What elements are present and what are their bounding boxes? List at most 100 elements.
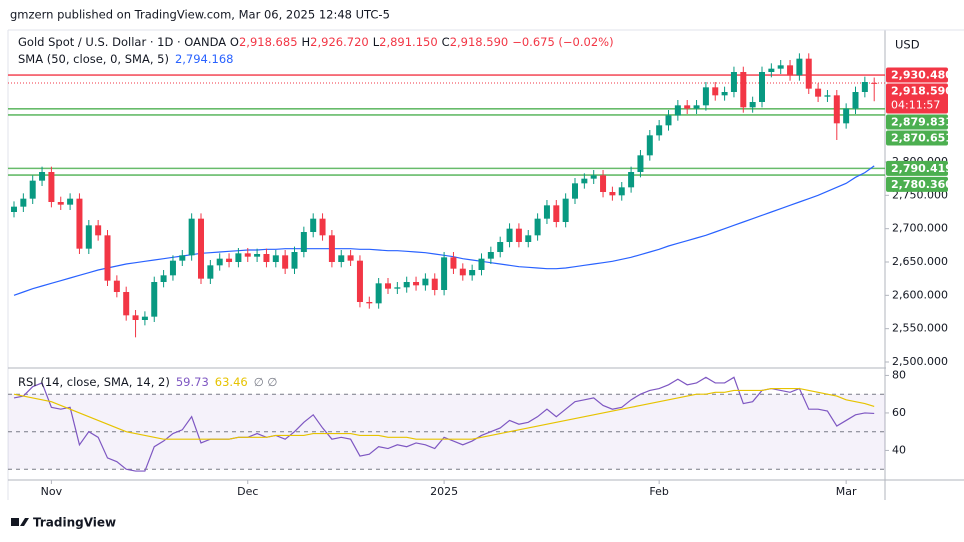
candle-body [216,258,223,266]
candle-body [310,218,317,232]
candle-body [141,316,148,320]
levels [8,74,885,176]
candle-body [497,242,504,252]
candle-body [609,192,616,196]
candle-body [861,82,868,92]
ohlc-value: 2,918.685 [239,35,298,49]
candle-body [712,87,719,96]
level-label-bg [886,67,948,83]
sma-name: SMA (50, close, 0, SMA, 5) [18,52,169,66]
candle-body [852,92,859,109]
ohlc-value: 2,891.150 [379,35,438,49]
candle-body [11,206,17,212]
candle-body [590,175,597,179]
candle-body [637,155,644,172]
level-label: 2,870.651 [891,132,953,145]
candle-body [618,187,625,196]
candle-body [796,58,803,76]
candle-body [319,218,326,236]
rsi-extra: ∅ ∅ [254,375,278,389]
candle-body [254,254,261,257]
candle-body [244,253,251,257]
y-tick-label: 2,600.000 [892,288,948,301]
candle-body [553,205,560,222]
brand: TradingView [11,516,116,530]
level-label: 2,879.831 [891,116,953,129]
sma-value: 2,794.168 [175,52,234,66]
candle-body [104,235,111,281]
x-tick-label: Feb [649,485,668,498]
candle-body [347,255,354,261]
rsi-sma-line [13,387,875,440]
candle-body [646,135,653,156]
candle-body [413,282,420,286]
candle-body [805,58,812,89]
candle-body [235,253,242,262]
currency: USD [895,38,920,52]
ohlc-key: L [373,35,380,49]
rsi-line [13,376,875,472]
candle-body [85,225,92,249]
level-label: 2,930.480 [891,69,953,82]
candle-body [179,255,186,261]
candle-body [572,183,578,199]
brand-name: TradingView [33,516,116,530]
candle-body [356,260,363,302]
candle-body [160,275,167,282]
y-tick-label: 2,700.000 [892,222,948,235]
candle-body [730,72,737,92]
symbol-legend: Gold Spot / U.S. Dollar · 1D · OANDA O2,9… [18,35,614,49]
x-tick-label: Nov [41,485,63,498]
candle-body [562,198,569,222]
sma-legend: SMA (50, close, 0, SMA, 5) 2,794.168 [18,52,233,66]
rsi-y-tick-label: 60 [892,406,906,419]
ohlc-key: O [230,35,239,49]
candle-body [450,257,457,269]
candle-body [815,88,822,97]
candle-body [67,198,74,205]
axis-labels: 2,500.000 2,550.000 2,600.000 2,650.000 2,70… [41,67,953,498]
rsi-y-tick-label: 40 [892,443,906,456]
candle-body [20,198,27,207]
candle-body [693,105,700,109]
x-tick-label: Mar [836,485,857,498]
candle-body [394,287,401,289]
candle-body [207,265,214,279]
y-tick-label: 2,650.000 [892,255,948,268]
rsi-bands [8,393,885,470]
candle-body [338,255,345,262]
ohlc-key: H [302,35,311,49]
candle-body [843,108,850,124]
candle-body [57,202,64,205]
candle-body [759,72,765,102]
brand-logo [20,518,29,526]
candle-body [478,258,485,270]
published-note: gmzern published on TradingView.com, Mar… [10,8,390,22]
candle-body [169,260,176,276]
level-label-bg [886,83,948,114]
candle-body [824,95,831,97]
candle-body [151,282,158,317]
candle-body [515,228,522,242]
level-label-bg [886,130,948,146]
x-tick-label: Dec [237,485,258,498]
candle-body [441,257,448,290]
countdown: 04:11:57 [891,99,940,112]
candle-body [600,175,607,192]
level-label: 2,790.419 [891,162,953,175]
candle-body [469,270,476,276]
rsi-value: 59.73 [176,375,209,389]
candles [11,53,878,338]
candle-body [29,180,36,199]
ohlc-key: C [442,35,450,49]
y-tick-label: 2,550.000 [892,322,948,335]
candle-body [777,65,784,69]
candle-body [291,252,298,269]
candle-body [684,105,691,109]
candle-body [95,225,102,236]
candle-body [768,68,775,72]
candle-body [628,172,635,188]
candle-body [431,278,438,290]
candle-body [123,292,130,316]
candle-body [702,87,709,106]
